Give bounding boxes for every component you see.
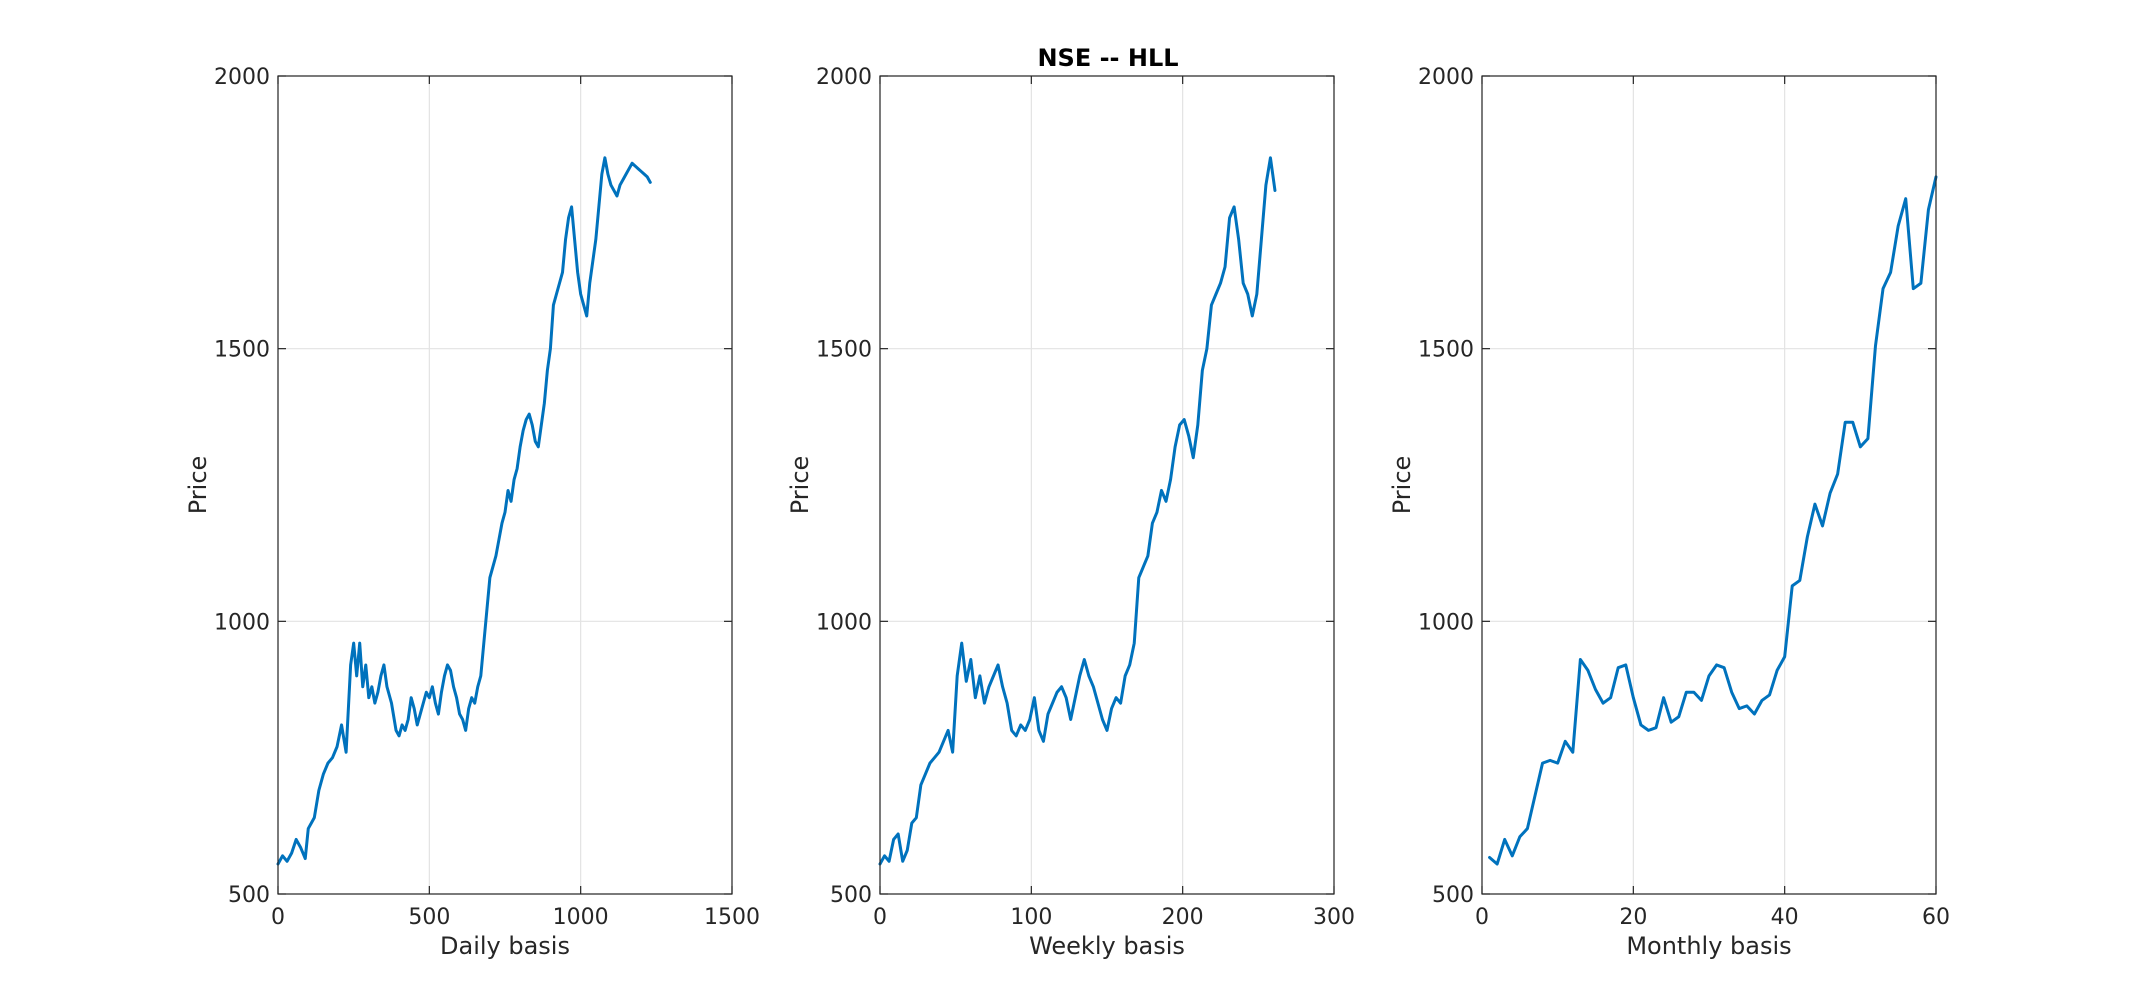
x-tick-label: 60 [1922,905,1950,930]
x-axis-label: Monthly basis [1626,932,1791,960]
subplot-2: 0 100 200 300 500 1000 1500 2000 Weekly basis Pri… [786,65,1355,960]
y-tick-label: 1500 [816,338,872,363]
y-tick-label: 1000 [214,610,270,635]
x-axis-label: Weekly basis [1029,932,1185,960]
y-tick-label: 2000 [214,65,270,90]
axes-box [1481,75,1937,895]
axes-box [879,75,1335,895]
series-line [1488,175,1938,866]
y-tick-label: 2000 [816,65,872,90]
x-tick-label: 0 [271,905,285,930]
y-tick-label: 1000 [1418,610,1474,635]
x-tick-label: 1500 [704,905,760,930]
plot-area [278,76,732,894]
y-tick-label: 1500 [214,338,270,363]
x-tick-label: 0 [1475,905,1489,930]
x-tick-label: 500 [408,905,450,930]
x-axis-label: Daily basis [440,932,570,960]
x-tick-label: 20 [1619,905,1647,930]
y-tick-label: 500 [830,883,872,908]
x-tick-label: 0 [873,905,887,930]
y-tick-label: 2000 [1418,65,1474,90]
y-tick-label: 1500 [1418,338,1474,363]
x-tick-label: 100 [1010,905,1052,930]
subplot-3: 0 20 40 60 500 1000 1500 2000 Monthly basis Price [1388,65,1950,960]
y-tick-label: 500 [1432,883,1474,908]
x-tick-label: 1000 [553,905,609,930]
y-tick-label: 500 [228,883,270,908]
x-tick-label: 300 [1313,905,1355,930]
series-line [276,156,652,866]
y-axis-label: Price [184,456,212,515]
figure-title: NSE -- HLL [1037,44,1178,72]
y-axis-label: Price [786,456,814,515]
series-line [878,156,1277,866]
x-tick-label: 200 [1162,905,1204,930]
x-tick-label: 40 [1771,905,1799,930]
plot-area [1482,76,1936,894]
y-axis-label: Price [1388,456,1416,515]
axes-box [277,75,733,895]
plot-area [880,76,1334,894]
y-tick-label: 1000 [816,610,872,635]
